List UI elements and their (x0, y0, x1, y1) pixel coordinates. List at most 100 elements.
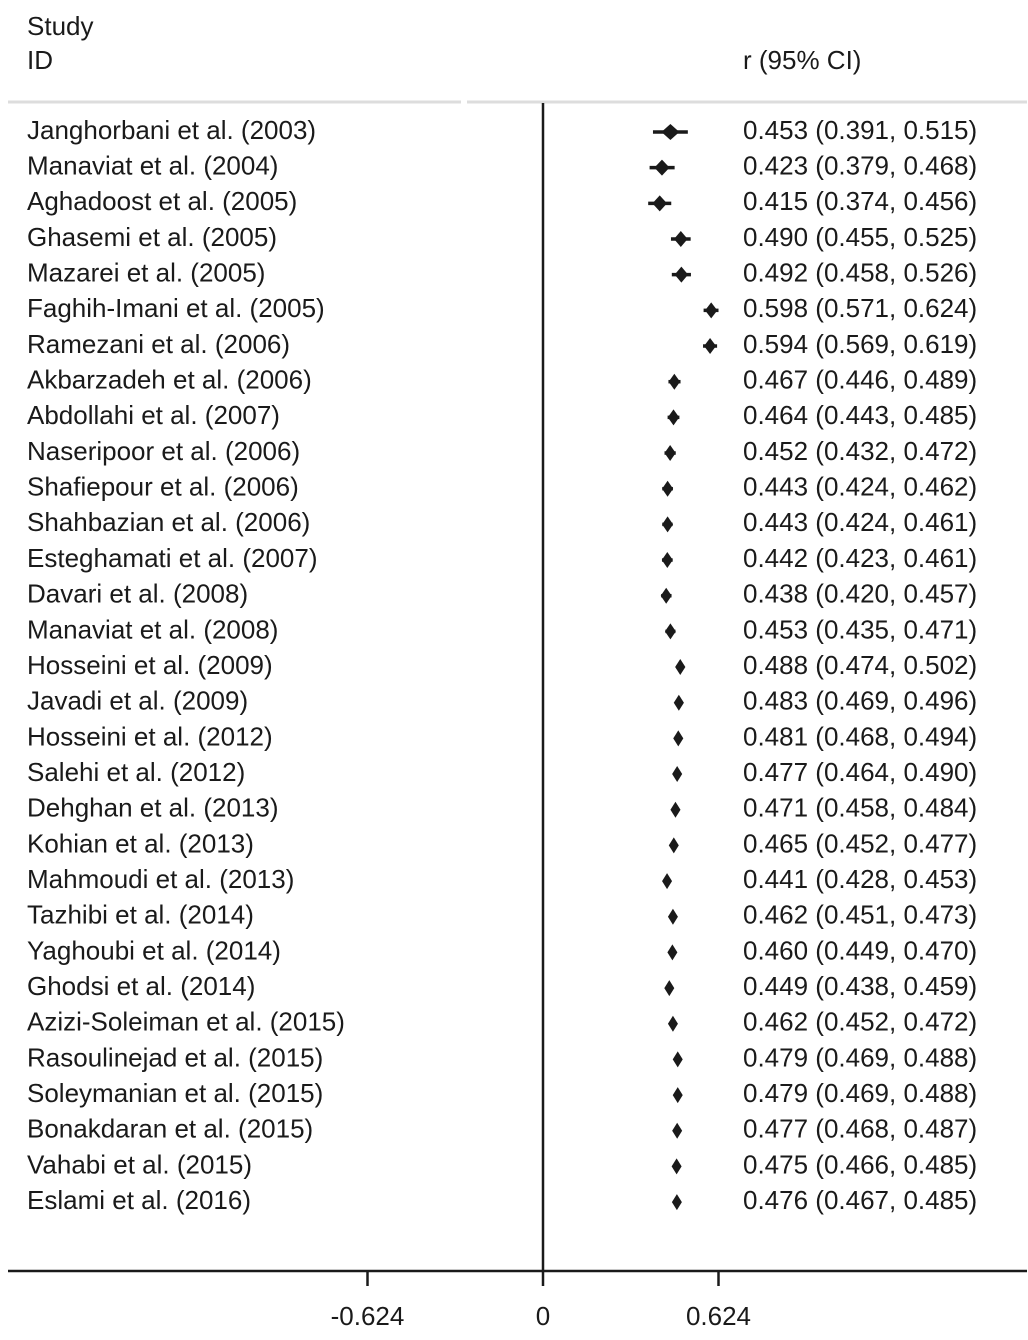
effect-value: 0.467 (0.446, 0.489) (743, 365, 977, 395)
point-marker (672, 1051, 683, 1068)
study-row: Hosseini et al. (2012) 0.481 (0.468, 0.49… (27, 721, 977, 751)
point-marker (668, 373, 681, 390)
study-label: Javadi et al. (2009) (27, 686, 248, 716)
point-marker (667, 908, 678, 925)
point-marker (660, 587, 672, 604)
study-row: Abdollahi et al. (2007) 0.464 (0.443, 0.4… (27, 400, 977, 430)
point-marker (705, 302, 718, 319)
study-label: Shahbazian et al. (2006) (27, 507, 310, 537)
point-marker (671, 1158, 682, 1175)
point-marker (670, 801, 681, 818)
study-row: Akbarzadeh et al. (2006) 0.467 (0.446, 0.… (27, 365, 977, 395)
effect-value: 0.460 (0.449, 0.470) (743, 935, 977, 965)
study-row: Kohian et al. (2013) 0.465 (0.452, 0.477) (27, 828, 977, 858)
effect-value: 0.476 (0.467, 0.485) (743, 1185, 977, 1215)
point-marker (662, 480, 674, 497)
study-row: Hosseini et al. (2009) 0.488 (0.474, 0.50… (27, 650, 977, 680)
effect-value: 0.462 (0.451, 0.473) (743, 900, 977, 930)
point-marker (672, 766, 683, 783)
effect-value: 0.594 (0.569, 0.619) (743, 329, 977, 359)
study-label: Davari et al. (2008) (27, 579, 248, 609)
x-tick-label: 0.624 (686, 1301, 751, 1331)
study-row: Bonakdaran et al. (2015) 0.477 (0.468, 0.… (27, 1114, 977, 1144)
study-row: Eslami et al. (2016) 0.476 (0.467, 0.485) (27, 1185, 977, 1215)
study-label: Eslami et al. (2016) (27, 1185, 251, 1215)
effect-value: 0.449 (0.438, 0.459) (743, 971, 977, 1001)
study-label: Azizi-Soleiman et al. (2015) (27, 1007, 345, 1037)
study-label: Mahmoudi et al. (2013) (27, 864, 294, 894)
point-marker (667, 409, 680, 426)
study-label: Bonakdaran et al. (2015) (27, 1114, 313, 1144)
point-marker (668, 837, 679, 854)
study-row: Faghih-Imani et al. (2005) 0.598 (0.571, … (27, 293, 977, 323)
study-row: Aghadoost et al. (2005) 0.415 (0.374, 0.4… (27, 186, 977, 216)
study-row: Javadi et al. (2009) 0.483 (0.469, 0.496) (27, 686, 977, 716)
study-label: Esteghamati et al. (2007) (27, 543, 318, 573)
effect-value: 0.465 (0.452, 0.477) (743, 828, 977, 858)
point-marker (675, 659, 686, 676)
study-row: Tazhibi et al. (2014) 0.462 (0.451, 0.473… (27, 900, 977, 930)
study-row: Janghorbani et al. (2003) 0.453 (0.391, 0… (27, 115, 977, 145)
effect-value: 0.492 (0.458, 0.526) (743, 258, 977, 288)
point-marker (671, 1194, 682, 1211)
effect-value: 0.453 (0.435, 0.471) (743, 614, 977, 644)
study-label: Ghodsi et al. (2014) (27, 971, 255, 1001)
point-marker (654, 159, 670, 176)
effect-value: 0.415 (0.374, 0.456) (743, 186, 977, 216)
point-marker (667, 944, 678, 961)
effect-value: 0.475 (0.466, 0.485) (743, 1149, 977, 1179)
point-marker (672, 1122, 683, 1139)
study-rows: Janghorbani et al. (2003) 0.453 (0.391, 0… (27, 115, 977, 1215)
point-marker (673, 730, 684, 747)
study-row: Ramezani et al. (2006) 0.594 (0.569, 0.61… (27, 329, 977, 359)
study-label: Dehghan et al. (2013) (27, 793, 279, 823)
effect-value: 0.477 (0.468, 0.487) (743, 1114, 977, 1144)
point-marker (664, 445, 676, 462)
effect-value: 0.441 (0.428, 0.453) (743, 864, 977, 894)
point-marker (674, 266, 689, 283)
study-row: Manaviat et al. (2004) 0.423 (0.379, 0.46… (27, 151, 977, 181)
study-label: Shafiepour et al. (2006) (27, 472, 299, 502)
study-row: Esteghamati et al. (2007) 0.442 (0.423, 0… (27, 543, 977, 573)
point-marker (704, 338, 717, 355)
point-marker (674, 231, 688, 248)
point-marker (664, 623, 676, 640)
effect-value: 0.464 (0.443, 0.485) (743, 400, 977, 430)
effect-value: 0.488 (0.474, 0.502) (743, 650, 977, 680)
study-row: Rasoulinejad et al. (2015) 0.479 (0.469, … (27, 1042, 977, 1072)
study-row: Soleymanian et al. (2015) 0.479 (0.469, 0… (27, 1078, 977, 1108)
study-row: Yaghoubi et al. (2014) 0.460 (0.449, 0.47… (27, 935, 977, 965)
effect-value: 0.438 (0.420, 0.457) (743, 579, 977, 609)
study-row: Davari et al. (2008) 0.438 (0.420, 0.457) (27, 579, 977, 609)
effect-value: 0.479 (0.469, 0.488) (743, 1042, 977, 1072)
effect-value: 0.471 (0.458, 0.484) (743, 793, 977, 823)
study-label: Janghorbani et al. (2003) (27, 115, 316, 145)
study-label: Yaghoubi et al. (2014) (27, 935, 281, 965)
x-tick-label: -0.624 (331, 1301, 405, 1331)
effect-value: 0.598 (0.571, 0.624) (743, 293, 977, 323)
study-row: Mahmoudi et al. (2013) 0.441 (0.428, 0.45… (27, 864, 977, 894)
point-marker (661, 552, 673, 569)
study-label: Tazhibi et al. (2014) (27, 900, 254, 930)
point-marker (664, 980, 675, 997)
study-row: Shahbazian et al. (2006) 0.443 (0.424, 0.… (27, 507, 977, 537)
effect-value: 0.442 (0.423, 0.461) (743, 543, 977, 573)
study-label: Naseripoor et al. (2006) (27, 436, 300, 466)
effect-value: 0.443 (0.424, 0.462) (743, 472, 977, 502)
study-label: Manaviat et al. (2004) (27, 151, 278, 181)
study-row: Salehi et al. (2012) 0.477 (0.464, 0.490) (27, 757, 977, 787)
header-effect-label: r (95% CI) (743, 45, 862, 75)
study-label: Vahabi et al. (2015) (27, 1149, 252, 1179)
study-label: Faghih-Imani et al. (2005) (27, 293, 325, 323)
study-label: Mazarei et al. (2005) (27, 258, 265, 288)
study-row: Manaviat et al. (2008) 0.453 (0.435, 0.47… (27, 614, 977, 644)
study-label: Manaviat et al. (2008) (27, 614, 278, 644)
point-marker (673, 694, 684, 711)
effect-value: 0.490 (0.455, 0.525) (743, 222, 977, 252)
effect-value: 0.453 (0.391, 0.515) (743, 115, 977, 145)
study-row: Ghodsi et al. (2014) 0.449 (0.438, 0.459) (27, 971, 977, 1001)
effect-value: 0.443 (0.424, 0.461) (743, 507, 977, 537)
study-label: Soleymanian et al. (2015) (27, 1078, 323, 1108)
effect-value: 0.483 (0.469, 0.496) (743, 686, 977, 716)
